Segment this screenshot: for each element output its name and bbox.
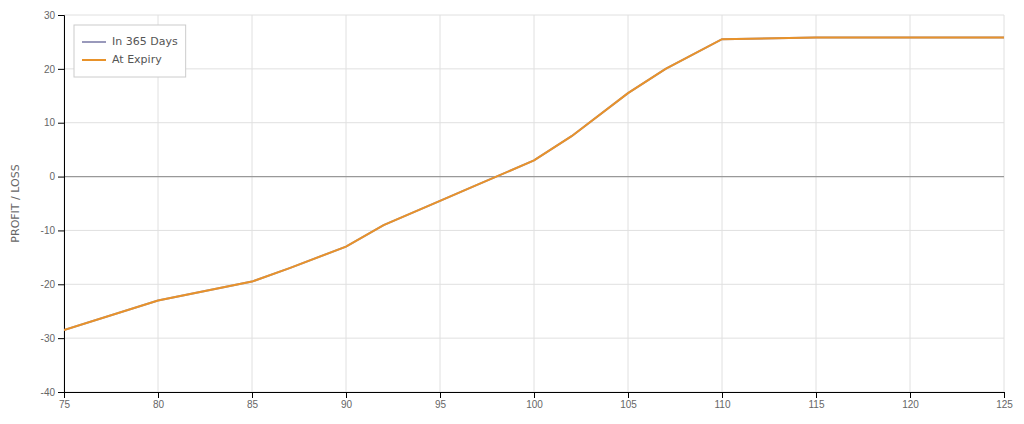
grid-line-y (64, 338, 1004, 339)
tick: 30 (44, 10, 64, 21)
series-line (64, 38, 1004, 330)
tick-label: 125 (996, 399, 1013, 410)
tick-label: 115 (809, 399, 825, 410)
grid-line-x (346, 15, 347, 392)
grid-line-x (722, 15, 723, 392)
tick-label: 80 (153, 399, 165, 410)
series-line (64, 38, 1004, 330)
tick-mark (58, 230, 64, 231)
plot: 7580859095100105110115120125-40-30-20-10… (41, 10, 1014, 410)
tick-mark (58, 123, 64, 124)
tick: 105 (620, 392, 637, 410)
tick-mark (1004, 392, 1005, 398)
lines (64, 38, 1004, 330)
tick: 90 (341, 392, 353, 410)
tick-mark (910, 392, 911, 398)
tick: 95 (435, 392, 447, 410)
tick: 80 (153, 392, 165, 410)
grid-line-y (64, 230, 1004, 231)
tick-label: 110 (715, 399, 731, 410)
tick-mark (158, 392, 159, 398)
grid-line-x (252, 15, 253, 392)
tick-label: 30 (44, 10, 56, 21)
grid-line-y (64, 15, 1004, 16)
grid-line-y (64, 68, 1004, 69)
tick-label: 100 (526, 399, 543, 410)
y-axis: -40 -30 -20 -10 0 10 20 30 (41, 10, 65, 398)
x-axis: 75 80 85 90 95 100 105 110 115 120 125 (59, 392, 1013, 410)
tick-label: -30 (41, 333, 56, 344)
grid-line-y (64, 122, 1004, 123)
tick-label: -20 (41, 279, 56, 290)
tick-label: 105 (620, 399, 637, 410)
axis-line (58, 16, 65, 393)
tick-mark (346, 392, 347, 398)
tick: 115 (809, 392, 825, 410)
tick-mark (58, 338, 64, 339)
tick: 20 (44, 64, 64, 75)
legend-item: In 365 Days (82, 35, 178, 48)
grid-line-x (440, 15, 441, 392)
grid-line-x (816, 15, 817, 392)
axis-line (65, 393, 1005, 399)
tick-mark (722, 392, 723, 398)
tick-label: -40 (41, 387, 56, 398)
tick-label: 120 (902, 399, 919, 410)
tick: 75 (59, 392, 71, 410)
tick-label: 75 (59, 399, 71, 410)
chart: 7580859095100105110115120125-40-30-20-10… (0, 0, 1024, 424)
tick-mark (816, 392, 817, 398)
tick-mark (58, 392, 64, 393)
tick-mark (252, 392, 253, 398)
grid-line-x (1004, 15, 1005, 392)
grid-line-x (628, 15, 629, 392)
tick: -10 (41, 225, 64, 236)
tick: 120 (902, 392, 919, 410)
grid-line-y (64, 284, 1004, 285)
tick-mark (58, 177, 64, 178)
legend-swatch (82, 41, 106, 43)
grid (64, 15, 1004, 392)
tick: 100 (526, 392, 543, 410)
legend-item: At Expiry (82, 53, 162, 66)
tick-label: 90 (341, 399, 353, 410)
legend-box (74, 25, 186, 77)
tick-mark (58, 284, 64, 285)
tick-mark (58, 69, 64, 70)
tick-mark (58, 15, 64, 16)
tick: -40 (41, 387, 64, 398)
tick: 110 (715, 392, 731, 410)
grid-line-x (534, 15, 535, 392)
tick-mark (440, 392, 441, 398)
zero-line (64, 176, 1004, 177)
tick-label: 0 (49, 171, 55, 182)
legend-label: At Expiry (112, 53, 162, 66)
tick: 85 (247, 392, 259, 410)
tick-label: 10 (44, 117, 56, 128)
legend-label: In 365 Days (112, 35, 178, 48)
tick-mark (534, 392, 535, 398)
legend-swatch (82, 59, 106, 61)
tick: 10 (44, 117, 64, 128)
tick: -30 (41, 333, 64, 344)
tick-label: 95 (435, 399, 447, 410)
y-axis-title: PROFIT / LOSS (9, 164, 22, 242)
tick-mark (628, 392, 629, 398)
grid-line-x (910, 15, 911, 392)
tick: 125 (996, 392, 1013, 410)
legend: In 365 Days At Expiry (74, 25, 186, 77)
tick-label: 20 (44, 64, 56, 75)
tick: 0 (49, 171, 64, 182)
tick-label: 85 (247, 399, 259, 410)
tick-label: -10 (41, 225, 56, 236)
tick: -20 (41, 279, 64, 290)
